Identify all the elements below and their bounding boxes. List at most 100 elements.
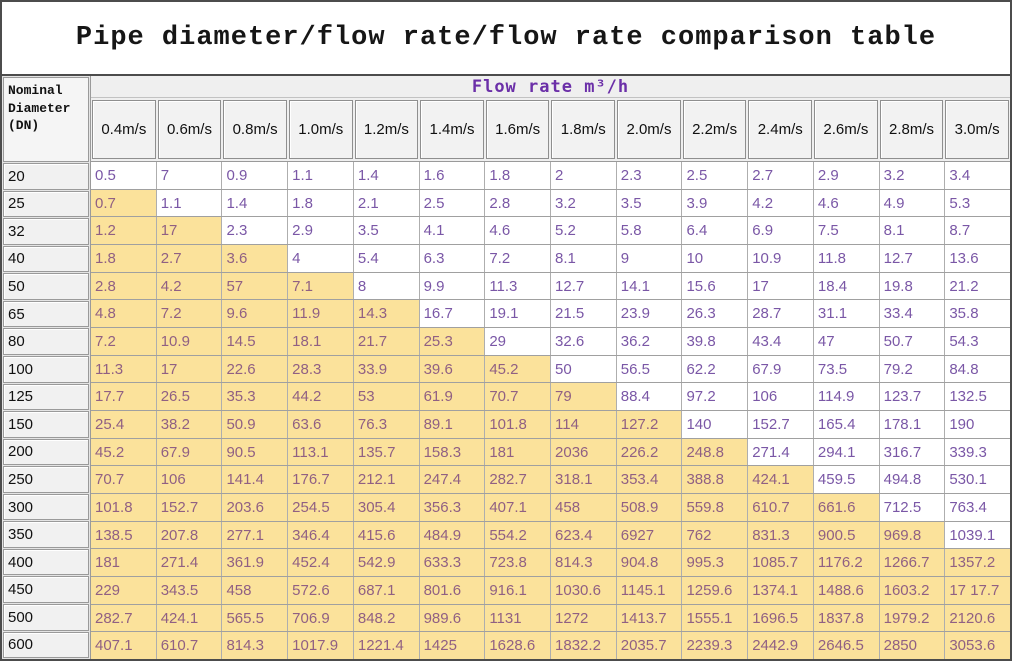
table-cell: 1145.1 [616,577,683,604]
table-cell: 282.7 [485,466,552,494]
table-cell: 712.5 [879,494,946,521]
table-cell: 2.5 [419,189,486,217]
table-cell: 67.9 [748,355,814,383]
table-cell: 90.5 [222,438,289,466]
table-cell: 212.1 [353,466,420,494]
table-cell: 152.7 [748,411,814,438]
row-header: 200 [3,438,89,466]
table-cell: 190 [945,411,1011,438]
table-cell: 152.7 [156,494,223,521]
table-cell: 54.3 [945,328,1011,355]
table-cell: 31.1 [813,300,880,328]
table-cell: 3.2 [551,189,617,217]
column-header: 3.0m/s [945,100,1009,159]
table-cell: 35.3 [222,383,289,411]
table-cell: 2.1 [353,189,420,217]
row-header: 100 [3,355,89,383]
table-cell: 407.1 [91,632,157,660]
table-cell: 452.4 [288,549,354,577]
table-cell: 70.7 [91,466,157,494]
table-cell: 50.9 [222,411,289,438]
table-cell: 10.9 [748,245,814,272]
table-cell: 39.6 [419,355,486,383]
table-cell: 1628.6 [485,632,552,660]
table-cell: 1357.2 [945,549,1011,577]
table-row: 4.8 7.2 9.6 11.9 14.3 16.7 19.1 21.5 23.9 26.3 28.… [91,300,1011,329]
table-cell: 831.3 [748,521,814,549]
table-cell: 388.8 [682,466,749,494]
table-cell: 7.1 [288,272,354,300]
table-cell: 18.4 [813,272,880,300]
table-cell: 181 [485,438,552,466]
table-cell: 458 [551,494,617,521]
table-row: 17.7 26.5 35.3 44.2 53 61.9 70.7 79 88.4 97.2 106 1… [91,383,1011,412]
table-cell: 1979.2 [879,604,946,632]
table-cell: 623.4 [551,521,617,549]
table-cell: 687.1 [353,577,420,604]
table-cell: 763.4 [945,494,1011,521]
table-cell: 207.8 [156,521,223,549]
column-header: 2.6m/s [814,100,878,159]
table-cell: 165.4 [813,411,880,438]
table-cell: 542.9 [353,549,420,577]
table-cell: 123.7 [879,383,946,411]
table-cell: 2.5 [682,162,749,189]
table-cell: 63.6 [288,411,354,438]
table-cell: 282.7 [91,604,157,632]
table-cell: 2 [551,162,617,189]
table-cell: 176.7 [288,466,354,494]
table-row: 282.7 424.1 565.5 706.9 848.2 989.6 1131 1272 14… [91,604,1011,633]
table-cell: 19.1 [485,300,552,328]
table-cell: 25.3 [419,328,486,355]
table-cell: 23.9 [616,300,683,328]
table-cell: 565.5 [222,604,289,632]
table-cell: 33.4 [879,300,946,328]
table-cell: 6.3 [419,245,486,272]
table-cell: 4.9 [879,189,946,217]
table-body: 0.5 7 0.9 1.1 1.4 1.6 1.8 2 2.3 2.5 2.7 2.9 3.2 3.4 0.… [91,161,1011,660]
table-cell: 3.4 [945,162,1011,189]
table-cell: 559.8 [682,494,749,521]
table-cell: 1.6 [419,162,486,189]
table-cell: 2035.7 [616,632,683,660]
table-cell: 5.4 [353,245,420,272]
table-row: 45.2 67.9 90.5 113.1 135.7 158.3 181 2036 226.2 2… [91,438,1011,467]
table-cell: 305.4 [353,494,420,521]
table-cell: 127.2 [616,411,683,438]
table-cell: 203.6 [222,494,289,521]
table-cell: 459.5 [813,466,880,494]
table-cell: 508.9 [616,494,683,521]
table-cell: 277.1 [222,521,289,549]
table-cell: 5.2 [551,217,617,245]
table-cell: 14.3 [353,300,420,328]
table-cell: 916.1 [485,577,552,604]
column-header: 2.4m/s [748,100,813,159]
table-cell: 2442.9 [748,632,814,660]
table-cell: 1085.7 [748,549,814,577]
row-header: 20 [3,163,89,190]
table-cell: 106 [748,383,814,411]
table-cell: 79.2 [879,355,946,383]
table-cell: 4.2 [748,189,814,217]
table-row: 25.4 38.2 50.9 63.6 76.3 89.1 101.8 114 127.2 140… [91,411,1011,439]
table-cell: 554.2 [485,521,552,549]
table-cell: 294.1 [813,438,880,466]
table-cell: 8.1 [551,245,617,272]
table-cell: 900.5 [813,521,880,549]
table-cell: 706.9 [288,604,354,632]
table-cell: 530.1 [945,466,1011,494]
table-cell: 38.2 [156,411,223,438]
table-area: Nominal Diameter(DN) 20 25 32 40 50 65 80 100 12… [2,76,1011,660]
table-cell: 135.7 [353,438,420,466]
table-cell: 76.3 [353,411,420,438]
table-cell: 424.1 [156,604,223,632]
table-cell: 226.2 [616,438,683,466]
table-cell: 16.7 [419,300,486,328]
table-cell: 5.3 [945,189,1011,217]
table-cell: 415.6 [353,521,420,549]
table-cell: 7.2 [91,328,157,355]
table-cell: 989.6 [419,604,486,632]
table-cell: 11.8 [813,245,880,272]
table-cell: 1.1 [156,189,223,217]
table-cell: 140 [682,411,749,438]
